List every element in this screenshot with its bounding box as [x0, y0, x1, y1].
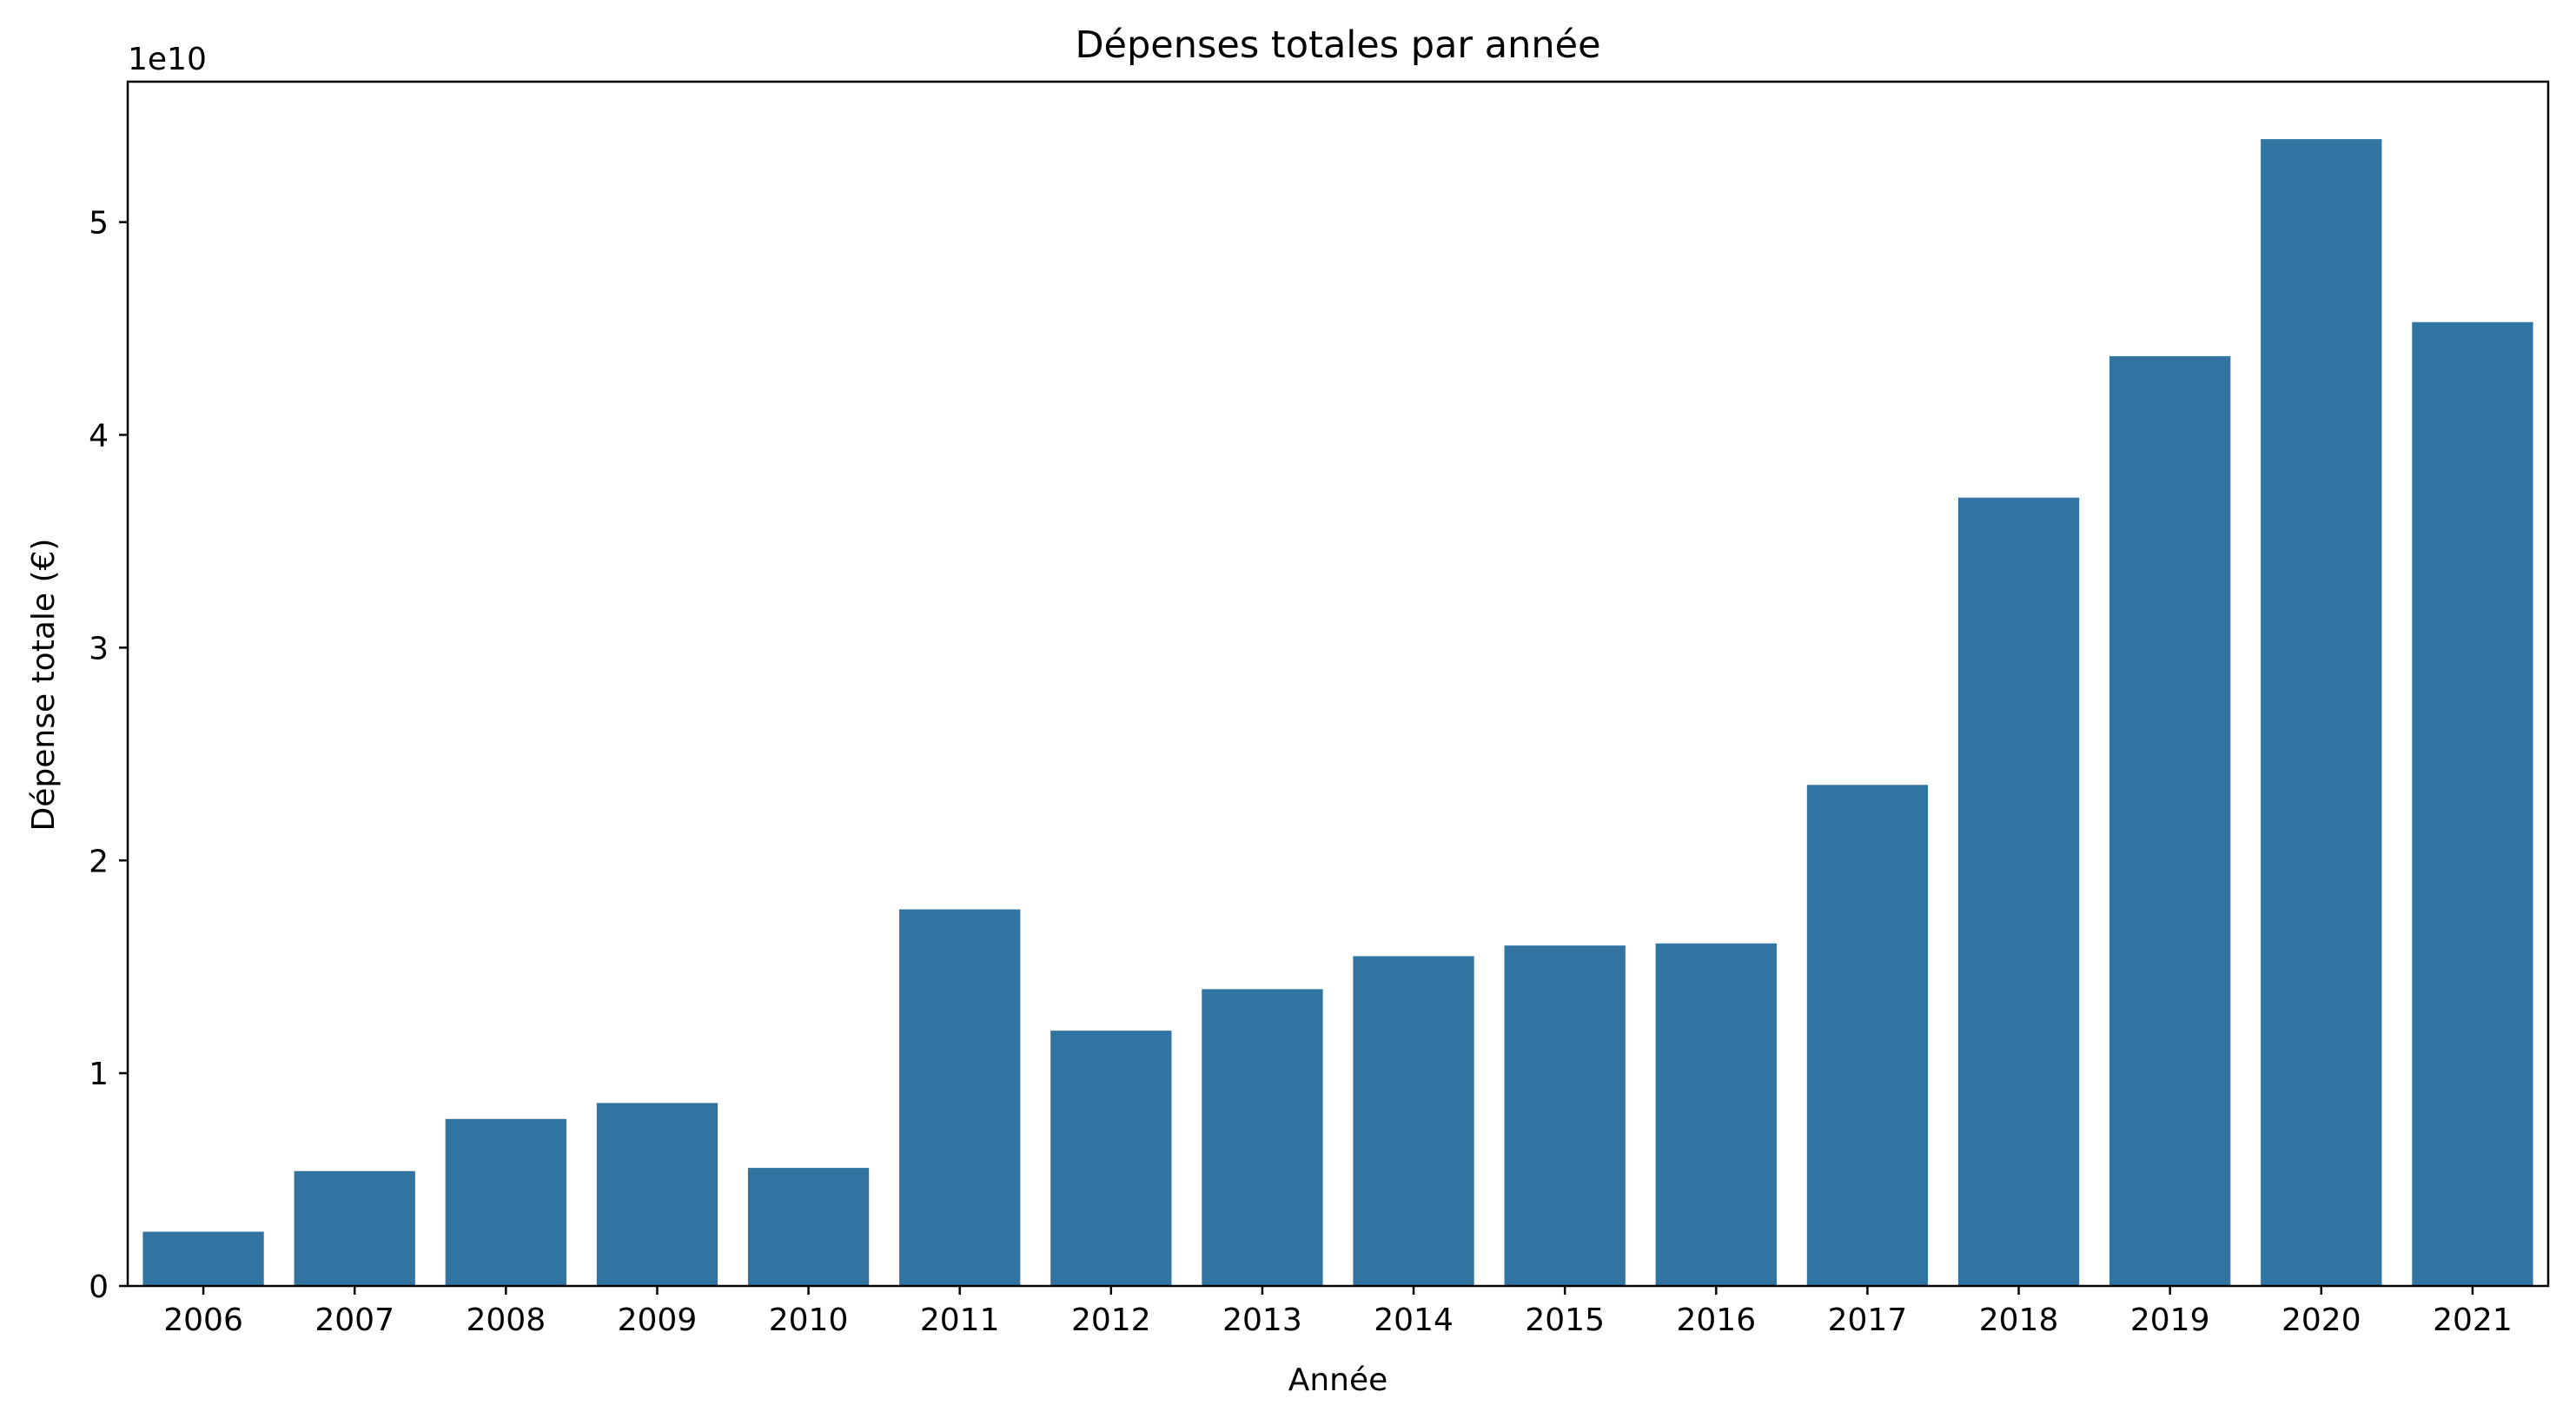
bar-2014 — [1353, 956, 1474, 1286]
bar-2011 — [899, 909, 1021, 1286]
x-tick-label: 2013 — [1222, 1302, 1302, 1338]
bar-2010 — [747, 1168, 870, 1286]
x-tick-label: 2007 — [315, 1302, 394, 1338]
x-tick-label: 2012 — [1071, 1302, 1151, 1338]
x-tick-label: 2020 — [2281, 1302, 2361, 1338]
x-tick-label: 2017 — [1828, 1302, 1908, 1338]
x-tick-label: 2008 — [466, 1302, 546, 1338]
y-tick-label: 0 — [89, 1269, 109, 1305]
bar-2016 — [1655, 943, 1777, 1286]
x-tick-label: 2011 — [920, 1302, 1000, 1338]
y-axis-ticks: 0 1 2 3 4 5 — [89, 206, 128, 1305]
x-tick-label: 2018 — [1979, 1302, 2059, 1338]
bar-2006 — [142, 1231, 264, 1286]
x-tick-label: 2010 — [769, 1302, 849, 1338]
bar-2013 — [1202, 989, 1323, 1286]
bar-2007 — [294, 1170, 415, 1286]
x-tick-label: 2021 — [2433, 1302, 2513, 1338]
y-tick-label: 3 — [89, 631, 109, 666]
y-tick-label: 2 — [89, 844, 109, 879]
bar-2018 — [1957, 497, 2080, 1286]
x-tick-label: 2006 — [163, 1302, 243, 1338]
y-tick-label: 4 — [89, 418, 109, 454]
bars-group — [142, 139, 2533, 1287]
y-tick-label: 5 — [89, 206, 109, 242]
x-tick-label: 2019 — [2130, 1302, 2210, 1338]
y-axis-offset-label: 1e10 — [128, 42, 207, 77]
chart-title: Dépenses totales par année — [1075, 23, 1600, 67]
bar-2008 — [445, 1118, 566, 1286]
bar-2017 — [1806, 785, 1929, 1286]
bar-2021 — [2412, 321, 2533, 1287]
bar-2009 — [596, 1103, 718, 1286]
bar-2020 — [2261, 139, 2382, 1286]
x-axis-label: Année — [1288, 1362, 1388, 1398]
x-tick-label: 2016 — [1676, 1302, 1756, 1338]
y-axis-label: Dépense totale (€) — [26, 539, 62, 832]
bar-2019 — [2109, 355, 2231, 1286]
x-tick-label: 2014 — [1374, 1302, 1454, 1338]
y-tick-label: 1 — [89, 1057, 109, 1092]
plot-frame — [126, 80, 2550, 1288]
x-axis-ticks: 2006 2007 2008 2009 2010 2011 2012 2013 2014 2015… — [163, 1286, 2513, 1338]
x-tick-label: 2015 — [1525, 1302, 1605, 1338]
bar-2012 — [1050, 1031, 1172, 1286]
x-tick-label: 2009 — [618, 1302, 698, 1338]
bar-2015 — [1504, 945, 1626, 1286]
